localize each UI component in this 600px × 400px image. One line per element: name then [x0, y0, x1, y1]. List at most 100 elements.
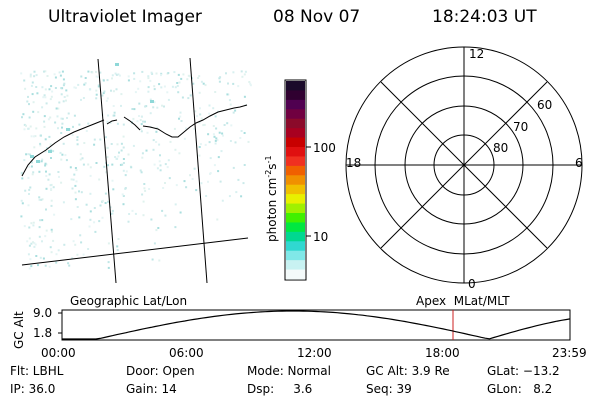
- uv-pixel: [107, 266, 110, 269]
- colorbar-stripe: [286, 241, 305, 252]
- uv-pixel: [199, 113, 202, 116]
- colorbar: [286, 81, 305, 280]
- uv-pixel: [76, 253, 79, 256]
- uv-pixel: [29, 186, 32, 189]
- uv-pixel: [208, 112, 211, 115]
- uv-pixel: [44, 88, 47, 91]
- uv-pixel: [150, 218, 153, 221]
- uv-pixel: [23, 123, 26, 126]
- uv-pixel: [44, 138, 47, 141]
- uv-pixel: [180, 77, 183, 80]
- uv-pixel: [30, 155, 34, 158]
- uv-pixel: [159, 164, 162, 167]
- uv-pixel: [199, 143, 202, 146]
- uv-pixel: [42, 96, 45, 99]
- uv-pixel: [153, 88, 156, 91]
- uv-pixel: [112, 105, 115, 107]
- uv-pixel: [125, 170, 128, 173]
- uv-pixel: [44, 70, 47, 73]
- uv-pixel: [35, 86, 38, 88]
- uv-pixel: [115, 88, 118, 91]
- altitude-frame: [61, 309, 571, 341]
- uv-pixel: [183, 180, 186, 183]
- uv-pixel: [40, 198, 43, 201]
- status-ip: IP: 36.0: [10, 382, 56, 396]
- uv-pixel: [101, 199, 104, 202]
- uv-pixel: [20, 171, 23, 174]
- uv-pixel: [83, 83, 86, 86]
- uv-pixel: [60, 87, 63, 90]
- uv-pixel: [229, 103, 232, 106]
- uv-pixel: [51, 90, 54, 93]
- colorbar-stripe: [286, 222, 305, 233]
- uv-pixel: [131, 108, 134, 110]
- uv-pixel: [95, 93, 98, 96]
- uv-pixel: [62, 100, 65, 103]
- uv-pixel: [48, 88, 51, 91]
- uv-pixel: [27, 95, 29, 98]
- uv-pixel: [182, 73, 185, 76]
- uv-pixel: [134, 212, 137, 215]
- uv-pixel: [116, 143, 119, 146]
- uv-pixel: [138, 102, 141, 105]
- uv-pixel: [61, 126, 63, 129]
- uv-pixel: [33, 70, 36, 73]
- uv-pixel: [31, 173, 34, 176]
- uv-pixel: [132, 117, 135, 120]
- status-gc-alt: GC Alt: 3.9 Re: [366, 364, 450, 378]
- uv-pixel: [180, 120, 183, 122]
- uv-pixel: [161, 209, 164, 212]
- uv-pixel: [27, 127, 30, 130]
- uv-pixel: [146, 131, 149, 134]
- uv-pixel: [160, 74, 162, 77]
- uv-pixel: [49, 246, 52, 249]
- uv-pixel: [152, 139, 155, 142]
- uv-pixel: [240, 195, 243, 198]
- uv-pixel: [67, 112, 70, 115]
- uv-pixel: [111, 179, 114, 182]
- uv-pixel: [74, 191, 77, 194]
- uv-pixel: [117, 73, 120, 76]
- uv-pixel: [93, 138, 96, 141]
- uv-pixel: [50, 157, 52, 159]
- uv-pixel: [113, 111, 116, 114]
- uv-pixel: [173, 127, 176, 130]
- uv-pixel: [43, 125, 46, 128]
- uv-pixel: [242, 182, 245, 185]
- uv-pixel: [74, 198, 77, 201]
- uv-pixel: [70, 178, 73, 181]
- uv-pixel: [35, 74, 38, 77]
- uv-pixel: [33, 75, 36, 78]
- uv-pixel: [66, 117, 68, 119]
- uv-pixel: [232, 166, 235, 169]
- uv-pixel: [122, 203, 125, 206]
- uv-pixel: [33, 146, 36, 149]
- uv-pixel: [155, 72, 158, 75]
- uv-pixel: [115, 157, 118, 160]
- uv-pixel: [155, 229, 158, 232]
- uv-pixel: [144, 105, 147, 108]
- uv-pixel: [141, 152, 144, 155]
- uv-pixel: [32, 224, 35, 227]
- uv-pixel: [140, 171, 143, 174]
- time-tick: 23:59: [552, 346, 587, 360]
- uv-pixel: [147, 90, 150, 93]
- colorbar-stripe: [286, 165, 305, 176]
- uv-pixel: [25, 153, 28, 156]
- polar-plot: [345, 46, 583, 284]
- uv-pixel: [127, 220, 130, 223]
- altitude-plot: [58, 309, 571, 341]
- uv-pixel: [124, 187, 127, 190]
- uv-pixel: [189, 174, 191, 177]
- uv-pixel: [202, 82, 205, 85]
- uv-pixel: [163, 85, 166, 88]
- uv-pixel: [145, 105, 148, 108]
- uv-pixel: [121, 163, 124, 166]
- uv-pixel: [120, 93, 123, 96]
- uv-pixel: [248, 81, 251, 83]
- uv-pixel: [122, 135, 125, 138]
- uv-pixel: [111, 212, 114, 215]
- uv-pixel: [41, 240, 43, 243]
- uv-pixel: [40, 160, 43, 163]
